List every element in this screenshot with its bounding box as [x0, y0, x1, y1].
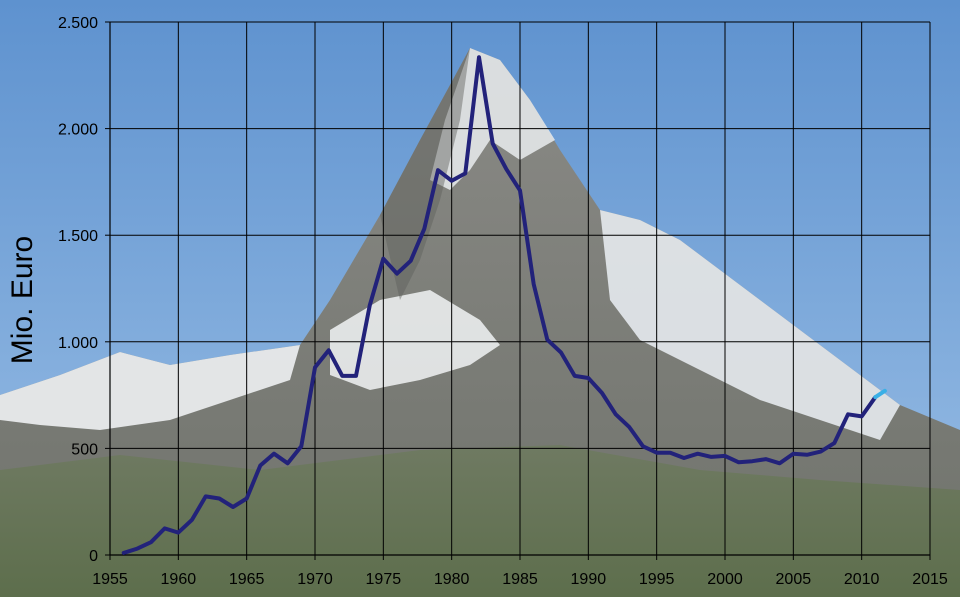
y-tick-label: 500 [71, 441, 98, 458]
x-tick-label: 1955 [92, 571, 128, 588]
ridge-shadow [380, 48, 470, 300]
series-line-extension [873, 388, 887, 400]
summit-snow [430, 48, 555, 190]
x-tick-label: 2000 [707, 571, 743, 588]
glacier-center [330, 290, 500, 390]
x-tick-label: 1995 [639, 571, 675, 588]
x-tick-label: 2005 [776, 571, 812, 588]
y-tick-label: 2.000 [58, 122, 98, 139]
x-tick-label: 1980 [434, 571, 470, 588]
x-tick-label: 2010 [844, 571, 880, 588]
x-tick-label: 1965 [229, 571, 265, 588]
y-tick-label: 1.000 [58, 335, 98, 352]
series-line [121, 55, 878, 555]
y-axis-title: Mio. Euro [6, 236, 39, 364]
x-tick-label: 1960 [161, 571, 197, 588]
x-tick-label: 1970 [297, 571, 333, 588]
x-tick-label: 2015 [912, 571, 948, 588]
y-tick-label: 2.500 [58, 15, 98, 32]
x-tick-label: 1975 [366, 571, 402, 588]
x-tick-label: 1990 [571, 571, 607, 588]
y-axis-ticks: 0 500 1.000 1.500 2.000 2.500 [58, 15, 110, 565]
meadow [0, 445, 960, 597]
east-face-snow [600, 210, 900, 440]
x-tick-label: 1985 [502, 571, 538, 588]
x-axis-ticks: 1955 1960 1965 1970 1975 1980 1985 1990 1995 2000… [92, 555, 948, 588]
series-layer [121, 55, 887, 555]
y-tick-label: 1.500 [58, 228, 98, 245]
glacier-left [0, 345, 300, 430]
y-tick-label: 0 [89, 548, 98, 565]
